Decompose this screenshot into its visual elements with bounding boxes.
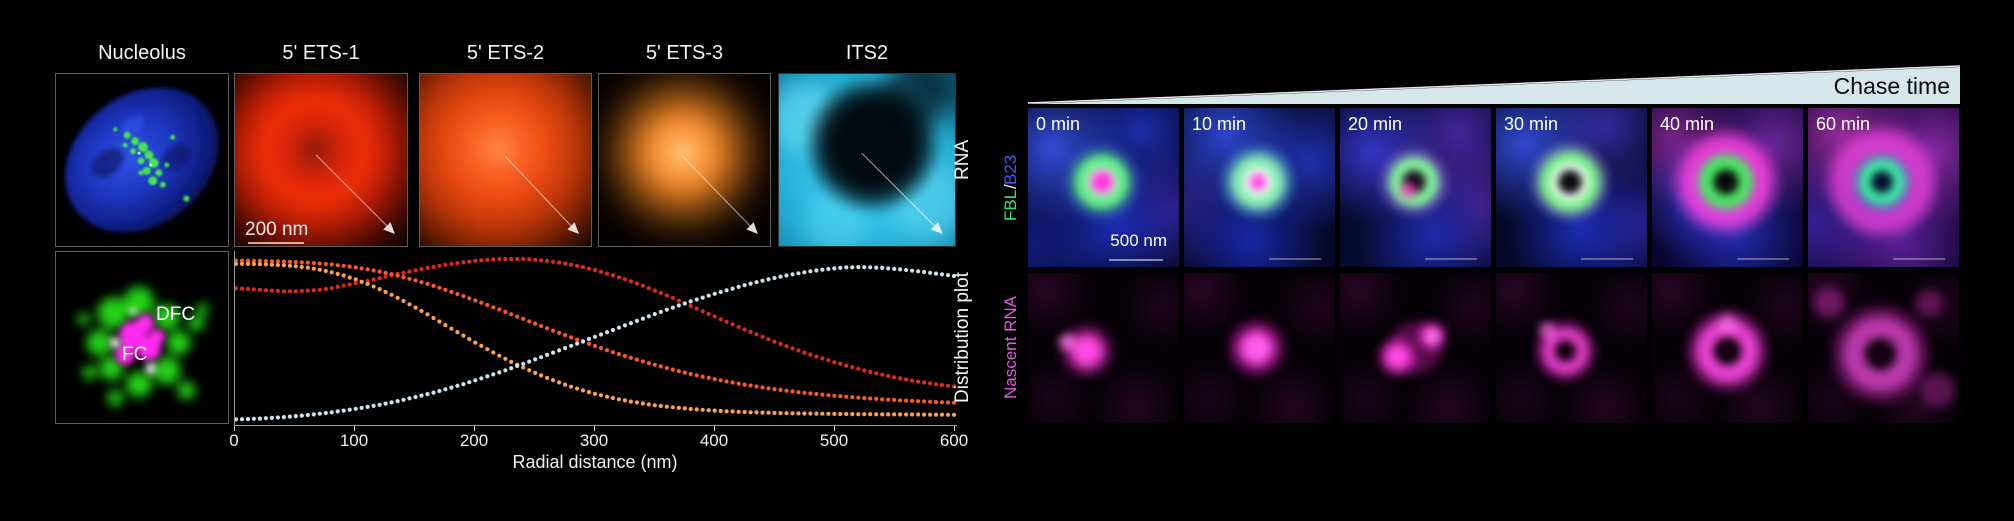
5ets3-image-panel [598, 73, 771, 247]
center-annotation-arrow-icon [505, 156, 580, 234]
fbl-ring-structure [1042, 122, 1162, 242]
chase-panel-fbl-30min: 30 min [1496, 108, 1647, 267]
scale-bar-line [1581, 258, 1633, 260]
x-tick-mark [354, 426, 355, 431]
distribution-plot [233, 251, 957, 426]
fbl-ring-structure [1510, 122, 1630, 242]
nascent-rna-signal [1184, 273, 1335, 423]
scale-bar-label: 500 nm [1110, 231, 1167, 250]
scale-bar-line [1737, 258, 1789, 260]
x-tick-mark [714, 426, 715, 431]
chase-panel-rna-30min [1496, 273, 1647, 423]
chase-time-label: Chase time [1833, 73, 1950, 99]
channel-label-nascent-rna: Nascent RNA [1001, 296, 1020, 400]
panel-title-its2: ITS2 [845, 42, 889, 64]
center-annotation-arrow-icon [861, 152, 943, 234]
time-label: 60 min [1816, 114, 1871, 134]
row-label-rna: RNA [952, 139, 973, 181]
fbl-ring-structure [1198, 122, 1318, 242]
x-tick-label: 300 [579, 431, 609, 450]
scale-bar-line [1893, 258, 1945, 260]
its2-image-panel [778, 73, 956, 247]
fc-label: FC [122, 344, 148, 365]
nascent-rna-signal [1496, 273, 1647, 423]
time-label: 40 min [1660, 114, 1715, 134]
fbl-ring-structure [1822, 122, 1942, 242]
5ets2-image-panel [419, 73, 592, 247]
center-annotation-arrow-icon [315, 154, 395, 234]
chase-panel-fbl-20min: 20 min [1340, 108, 1491, 267]
chase-panel-rna-0min [1028, 273, 1179, 423]
chase-panel-fbl-10min: 10 min [1184, 108, 1335, 267]
panel-title-5ets2: 5' ETS-2 [466, 42, 545, 64]
scale-bar-line [1269, 258, 1321, 260]
x-tick-label: 100 [339, 431, 369, 450]
x-tick-label: 600 [939, 431, 969, 450]
chase-panel-fbl-40min: 40 min [1652, 108, 1803, 267]
distribution-plot-dots [233, 256, 957, 422]
time-label: 0 min [1036, 114, 1081, 134]
nascent-rna-signal [1028, 273, 1179, 423]
panel-title-5ets3: 5' ETS-3 [645, 42, 724, 64]
chase-panel-fbl-60min: 60 min [1808, 108, 1959, 267]
x-tick-label: 200 [459, 431, 489, 450]
chase-panel-rna-20min [1340, 273, 1491, 423]
row-label-distribution-plot: Distribution plot [952, 272, 973, 404]
x-tick-mark [594, 426, 595, 431]
x-tick-label: 500 [819, 431, 849, 450]
fc-speckle-cluster [113, 127, 190, 202]
dfc-label: DFC [156, 304, 196, 325]
nascent-rna-signal [1340, 273, 1491, 423]
fc-dfc-micrograph [77, 286, 209, 407]
fbl-ring-structure [1354, 122, 1474, 242]
channel-label-part: / [1001, 184, 1020, 190]
nascent-rna-signal [1652, 273, 1803, 423]
nucleolus-micrograph [65, 87, 219, 233]
nascent-rna-signal [1808, 273, 1959, 423]
x-tick-mark [474, 426, 475, 431]
chase-panel-rna-40min [1652, 273, 1803, 423]
x-tick-mark [954, 426, 955, 431]
x-tick-label: 0 [229, 431, 239, 450]
scale-bar-line [1109, 259, 1163, 261]
panel-title-nucleolus: Nucleolus [98, 42, 186, 64]
x-axis-label: Radial distance (nm) [512, 452, 678, 472]
fc-dfc-image-panel: DFC FC [55, 251, 229, 424]
time-label: 30 min [1504, 114, 1559, 134]
scale-bar-label: 200 nm [245, 219, 309, 240]
time-label: 10 min [1192, 114, 1247, 134]
x-tick-mark [834, 426, 835, 431]
nucleolus-image-panel [55, 73, 229, 247]
chase-panel-rna-60min [1808, 273, 1959, 423]
center-annotation-arrow-icon [682, 156, 759, 234]
x-tick-mark [234, 426, 235, 431]
chase-time-wedge [1028, 65, 1960, 104]
channel-label-fbl-b23: FBL / B23 [996, 108, 1026, 267]
fbl-ring-structure [1666, 122, 1786, 242]
scale-bar-line [248, 242, 304, 244]
panel-title-5ets1: 5' ETS-1 [282, 42, 360, 64]
dfc-green-ring [77, 286, 209, 407]
chase-panel-fbl-0min: 0 min 500 nm [1028, 108, 1179, 267]
channel-label-part: B23 [1001, 154, 1020, 185]
fc-magenta-core [115, 314, 165, 365]
scale-bar-line [1425, 258, 1477, 260]
chase-panel-rna-10min [1184, 273, 1335, 423]
5ets1-image-panel: 200 nm [234, 73, 408, 247]
time-label: 20 min [1348, 114, 1403, 134]
x-tick-label: 400 [699, 431, 729, 450]
channel-label-part: FBL [1001, 189, 1020, 221]
